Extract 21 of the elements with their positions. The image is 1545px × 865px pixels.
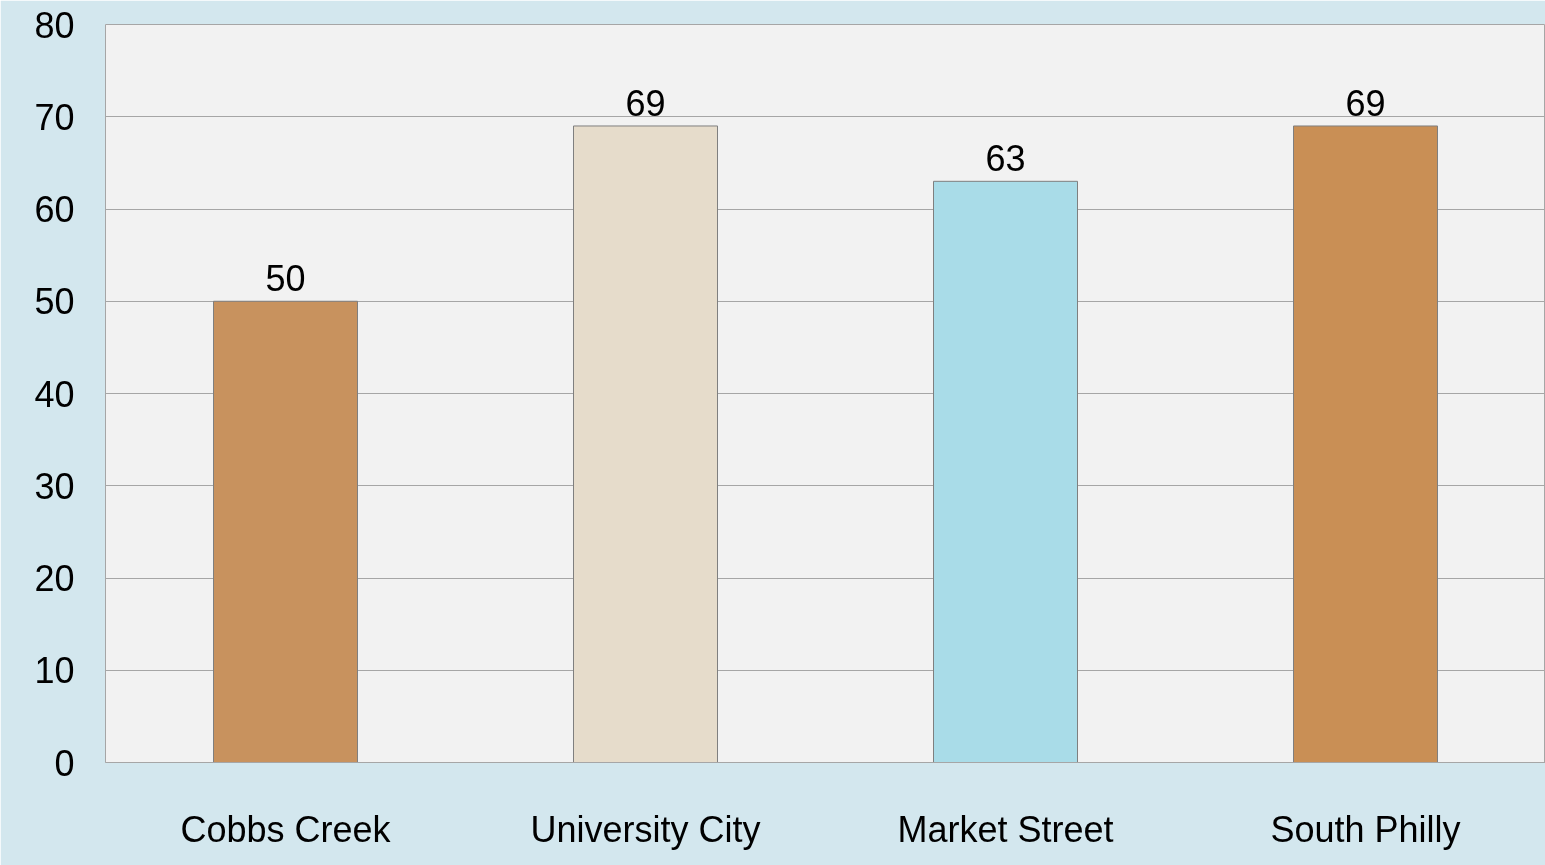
bar — [1293, 125, 1438, 763]
x-tick-label: University City — [530, 808, 761, 850]
y-tick-label: 70 — [34, 96, 75, 138]
data-label: 69 — [625, 82, 666, 124]
y-tick-label: 30 — [34, 465, 75, 507]
bar — [213, 300, 358, 763]
x-tick-label: Cobbs Creek — [180, 808, 392, 850]
bar — [573, 125, 718, 763]
y-tick-label: 10 — [34, 650, 75, 692]
data-label: 50 — [265, 258, 306, 300]
y-tick-label: 20 — [34, 558, 75, 599]
y-tick-label: 50 — [34, 281, 75, 323]
bar — [933, 180, 1078, 763]
y-tick-label: 40 — [34, 373, 75, 415]
y-tick-label: 80 — [34, 4, 75, 46]
data-label: 63 — [985, 138, 1026, 180]
x-tick-label: Market Street — [897, 808, 1114, 850]
x-tick-label: South Philly — [1270, 808, 1461, 850]
y-tick-label: 0 — [54, 742, 75, 784]
y-tick-label: 60 — [34, 189, 75, 230]
data-label: 69 — [1345, 82, 1386, 124]
